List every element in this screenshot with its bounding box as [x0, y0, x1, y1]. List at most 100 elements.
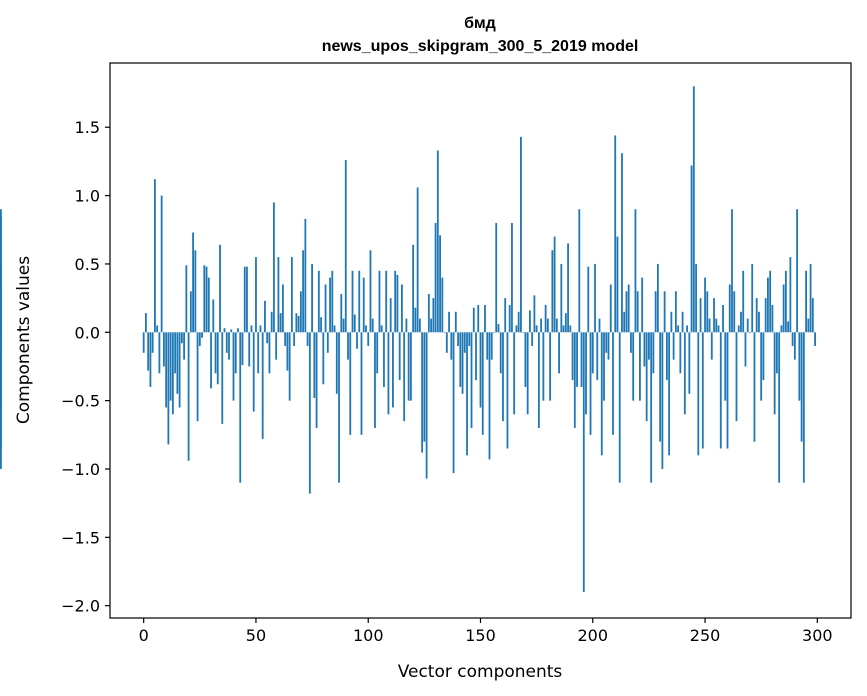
bar: [358, 270, 361, 333]
bar: [605, 332, 608, 353]
bar: [425, 332, 428, 479]
bar: [713, 298, 715, 333]
bar: [252, 332, 255, 412]
y-axis-ticks: −2.0 −1.5 −1.0 −0.5 0.0 0.5 1.0 1.5: [61, 118, 110, 616]
bar: [448, 311, 450, 333]
bar: [758, 311, 760, 333]
bar: [201, 332, 203, 338]
bar: [513, 332, 516, 415]
bar: [479, 332, 482, 408]
bar: [668, 332, 671, 456]
y-tick-label: −1.5: [61, 528, 100, 547]
bar: [726, 332, 729, 449]
x-axis-ticks: 0 50 100 150 200 250 300: [139, 618, 833, 645]
bar: [571, 332, 574, 381]
bar: [250, 325, 253, 333]
bar: [472, 307, 475, 333]
bar: [463, 332, 466, 353]
bar: [522, 332, 525, 333]
bar: [180, 332, 183, 344]
bar: [490, 332, 493, 360]
x-tick-label: 50: [246, 626, 266, 645]
bar: [187, 332, 190, 461]
bar: [311, 263, 313, 333]
bar: [578, 209, 581, 333]
bar: [317, 270, 320, 333]
bar: [598, 318, 601, 333]
bar: [356, 332, 358, 349]
y-axis-label: Components values: [14, 256, 34, 424]
bar: [634, 209, 637, 333]
bar: [282, 284, 284, 333]
bar: [760, 332, 763, 401]
bar: [403, 332, 406, 422]
bar: [616, 236, 619, 333]
bar: [147, 332, 150, 371]
bar: [151, 332, 154, 353]
bar: [457, 332, 459, 346]
x-tick-label: 250: [690, 626, 721, 645]
bar: [665, 332, 668, 381]
y-tick-label: 0.0: [75, 323, 100, 342]
bar: [167, 332, 170, 445]
bar: [708, 318, 711, 333]
bar: [544, 304, 547, 333]
bar: [643, 332, 646, 367]
bar: [162, 332, 165, 367]
bar: [297, 315, 300, 333]
bar: [715, 318, 718, 333]
bar: [389, 298, 392, 333]
y-tick-label: −2.0: [61, 597, 100, 616]
bar: [744, 332, 747, 367]
bar: [421, 332, 424, 453]
bar: [612, 332, 614, 435]
bar: [192, 232, 194, 333]
bar: [728, 284, 731, 333]
bar: [436, 150, 439, 333]
bar: [722, 304, 724, 333]
bar: [787, 321, 790, 333]
bar: [569, 325, 572, 333]
bar: [459, 332, 462, 387]
bar: [308, 332, 311, 494]
bar: [445, 332, 448, 353]
bar: [232, 332, 235, 401]
bar: [639, 332, 641, 401]
bar: [742, 270, 745, 333]
bar: [335, 332, 338, 394]
bar: [293, 332, 296, 346]
bar: [540, 318, 543, 333]
bar: [351, 270, 354, 333]
bar: [322, 332, 325, 385]
bar: [535, 325, 538, 333]
bar: [275, 332, 278, 360]
bar: [504, 298, 507, 333]
bar: [690, 165, 693, 333]
bar: [255, 257, 257, 333]
bar: [652, 332, 655, 374]
bar: [412, 244, 415, 333]
bar: [194, 250, 197, 333]
bar: [517, 311, 520, 333]
bar: [171, 332, 174, 415]
bar: [733, 291, 736, 333]
bar: [564, 313, 567, 333]
bar: [221, 332, 224, 424]
bar: [441, 277, 444, 333]
bar: [210, 332, 212, 389]
bar: [374, 332, 376, 428]
bar: [623, 311, 626, 333]
bar: [697, 332, 700, 456]
bar: [672, 332, 675, 360]
bar: [789, 257, 792, 333]
bar: [706, 291, 709, 333]
bar: [533, 295, 536, 333]
bar: [625, 291, 628, 333]
bar: [724, 332, 727, 401]
bar: [560, 263, 563, 333]
bar: [423, 332, 426, 442]
bar: [261, 332, 264, 439]
bar: [630, 332, 632, 353]
bar: [677, 325, 679, 333]
bar: [704, 277, 706, 333]
